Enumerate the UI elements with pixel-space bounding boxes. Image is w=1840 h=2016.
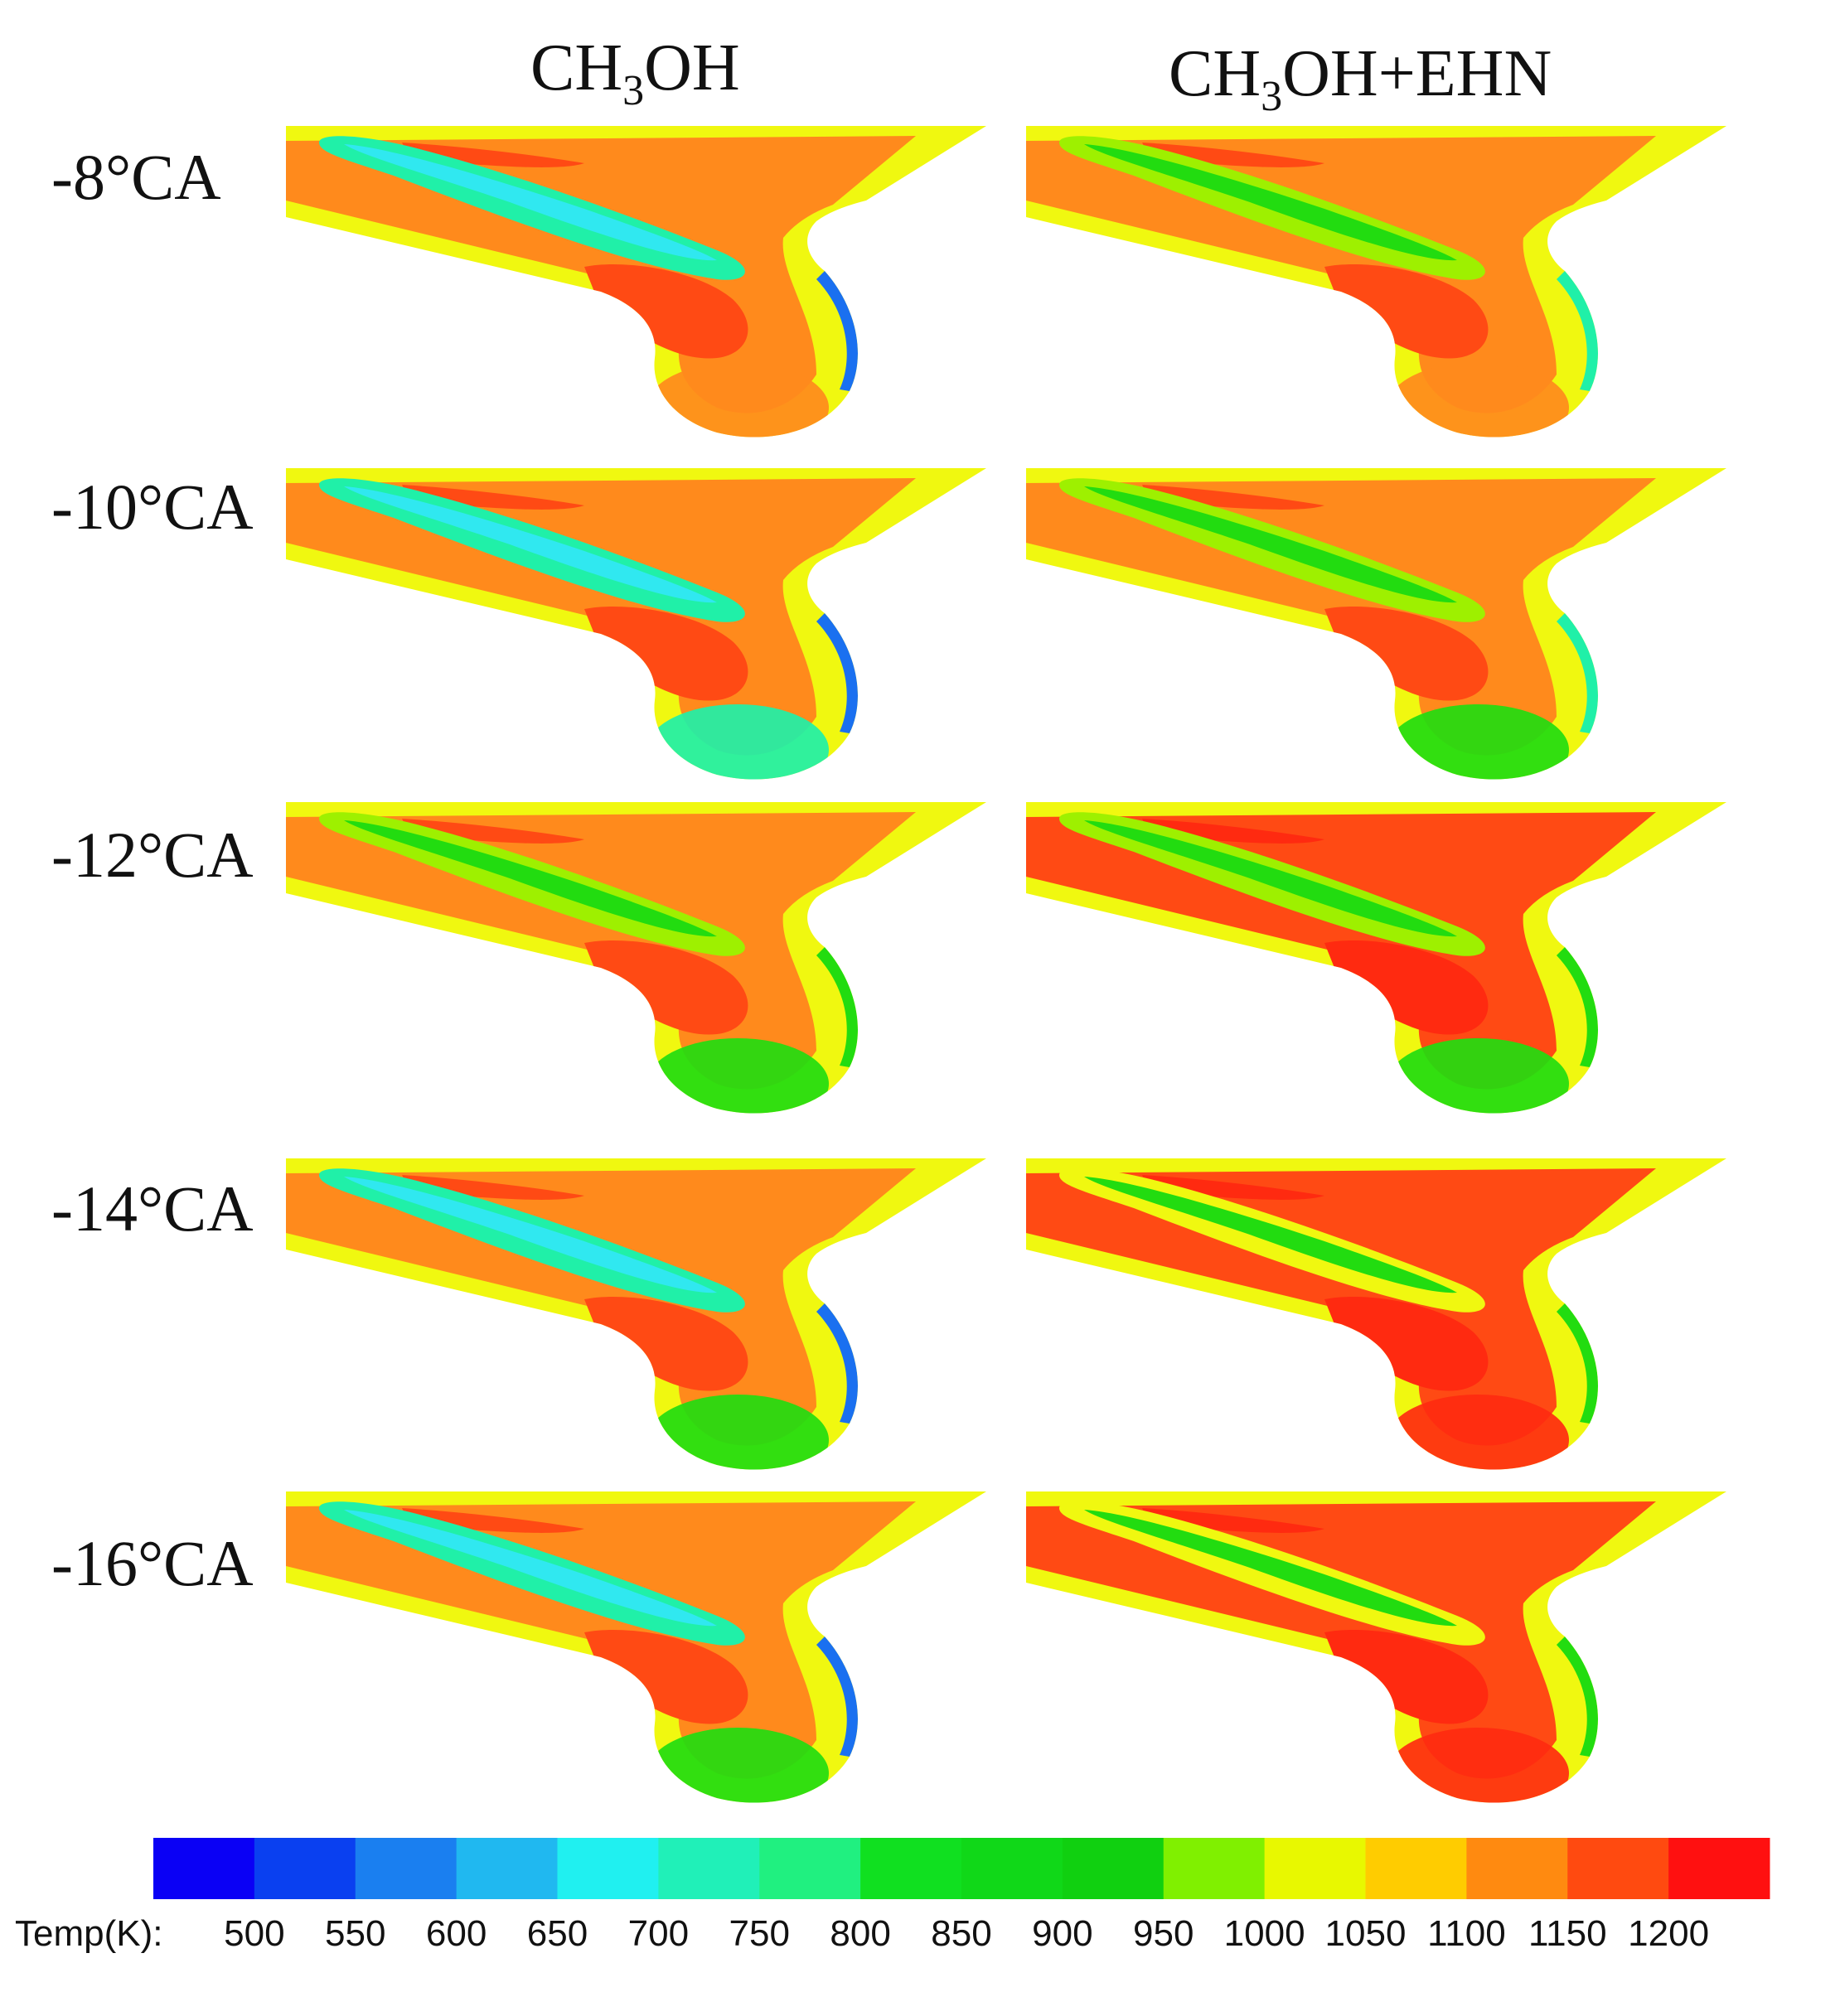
colorbar-tick-label: 550	[325, 1913, 385, 1954]
colorbar-segment	[1567, 1838, 1669, 1899]
colorbar-tick-label: 700	[628, 1913, 689, 1954]
contour-panel-ch3oh-row2	[286, 468, 986, 780]
contour-jet-core	[344, 820, 717, 937]
contour-core-region	[584, 263, 748, 359]
contour-bowl-bottom	[1387, 362, 1569, 438]
colorbar-tick-label: 1050	[1325, 1913, 1407, 1954]
contour-panel-ch3oh-row3	[286, 802, 986, 1114]
colorbar-tick-label: 600	[426, 1913, 487, 1954]
colorbar-segment	[355, 1838, 458, 1899]
colorbar-tick-label: 750	[729, 1913, 790, 1954]
row-label-minus10: -10°CA	[51, 471, 254, 543]
row-label-minus12: -12°CA	[51, 819, 254, 891]
contour-jet-core	[344, 486, 717, 603]
contour-jet-core	[1084, 144, 1457, 261]
colorbar-segment	[1668, 1838, 1770, 1899]
contour-wall-layer	[816, 613, 858, 733]
colorbar-tick-label: 1200	[1628, 1913, 1709, 1954]
colorbar-tick-label: 1100	[1427, 1913, 1506, 1954]
colorbar-segment	[153, 1838, 255, 1899]
contour-bowl-bottom	[646, 1728, 829, 1803]
contour-core-region	[584, 940, 748, 1035]
contour-wall-layer	[1557, 947, 1598, 1067]
contour-core-region	[1324, 940, 1489, 1035]
column-title-ch3oh-ehn: CH3OH+EHN	[1169, 37, 1552, 120]
contour-core-region	[1324, 1629, 1489, 1724]
contour-core-region	[584, 1296, 748, 1391]
contour-wall-layer	[1557, 271, 1598, 391]
contour-wall-layer	[1557, 1636, 1598, 1757]
colorbar-segment	[658, 1838, 760, 1899]
contour-panel-ch3oh-row5	[286, 1491, 986, 1803]
contour-panel-ch3oh-ehn-row5	[1026, 1491, 1726, 1803]
colorbar-tick-label: 500	[224, 1913, 284, 1954]
colorbar-segment	[1365, 1838, 1467, 1899]
contour-jet-core	[344, 144, 717, 261]
contour-jet-core	[1084, 1510, 1457, 1627]
contour-jet-core	[344, 1510, 717, 1627]
colorbar-segment	[1163, 1838, 1266, 1899]
colorbar-segment	[1062, 1838, 1165, 1899]
colorbar-title: Temp(K):	[15, 1913, 162, 1954]
colorbar-segment	[254, 1838, 356, 1899]
colorbar-tick-label: 1000	[1224, 1913, 1305, 1954]
colorbar-tick-label: 800	[830, 1913, 890, 1954]
colorbar-segment	[1264, 1838, 1366, 1899]
colorbar-tick-labels: 500 550 600 650 700 750 800 850 900 950 1000 1050 11…	[224, 1913, 1709, 1954]
contour-core-region	[1324, 606, 1489, 701]
temperature-colorbar	[153, 1838, 1770, 1899]
contour-panel-ch3oh-ehn-row3	[1026, 802, 1726, 1114]
column-title-ch3oh: CH3OH	[530, 31, 740, 114]
colorbar-segment	[961, 1838, 1063, 1899]
contour-wall-layer	[1557, 613, 1598, 733]
colorbar-tick-label: 950	[1133, 1913, 1194, 1954]
contour-bowl-bottom	[646, 704, 829, 780]
contour-core-region	[1324, 263, 1489, 359]
contour-wall-layer	[816, 1636, 858, 1757]
contour-core-region	[584, 606, 748, 701]
contour-jet-core	[1084, 1177, 1457, 1293]
contour-bowl-bottom	[1387, 1395, 1569, 1470]
colorbar-segment	[1466, 1838, 1568, 1899]
colorbar-segment	[557, 1838, 659, 1899]
contour-panel-ch3oh-ehn-row1	[1026, 126, 1726, 438]
row-label-minus14: -14°CA	[51, 1172, 254, 1245]
contour-panel-ch3oh-row4	[286, 1158, 986, 1470]
contour-bowl-bottom	[646, 1395, 829, 1470]
contour-bowl-bottom	[1387, 1038, 1569, 1114]
contour-wall-layer	[816, 1303, 858, 1424]
contour-panel-ch3oh-ehn-row2	[1026, 468, 1726, 780]
contour-bowl-bottom	[1387, 1728, 1569, 1803]
contour-jet-core	[1084, 486, 1457, 603]
row-label-minus8: -8°CA	[51, 141, 221, 213]
contour-wall-layer	[1557, 1303, 1598, 1424]
contour-jet-core	[1084, 820, 1457, 937]
colorbar-tick-label: 650	[527, 1913, 588, 1954]
contour-jet-core	[344, 1177, 717, 1293]
contour-bowl-bottom	[646, 362, 829, 438]
contour-panel-ch3oh-ehn-row4	[1026, 1158, 1726, 1470]
contour-core-region	[1324, 1296, 1489, 1391]
colorbar-segment	[860, 1838, 962, 1899]
colorbar-segment	[759, 1838, 861, 1899]
colorbar-segment	[456, 1838, 558, 1899]
contour-core-region	[584, 1629, 748, 1724]
contour-wall-layer	[816, 271, 858, 391]
contour-wall-layer	[816, 947, 858, 1067]
contour-panel-ch3oh-row1	[286, 126, 986, 438]
colorbar-tick-label: 850	[931, 1913, 991, 1954]
colorbar-tick-label: 1150	[1528, 1913, 1607, 1954]
colorbar-tick-label: 900	[1032, 1913, 1092, 1954]
row-label-minus16: -16°CA	[51, 1527, 254, 1599]
contour-bowl-bottom	[1387, 704, 1569, 780]
contour-bowl-bottom	[646, 1038, 829, 1114]
